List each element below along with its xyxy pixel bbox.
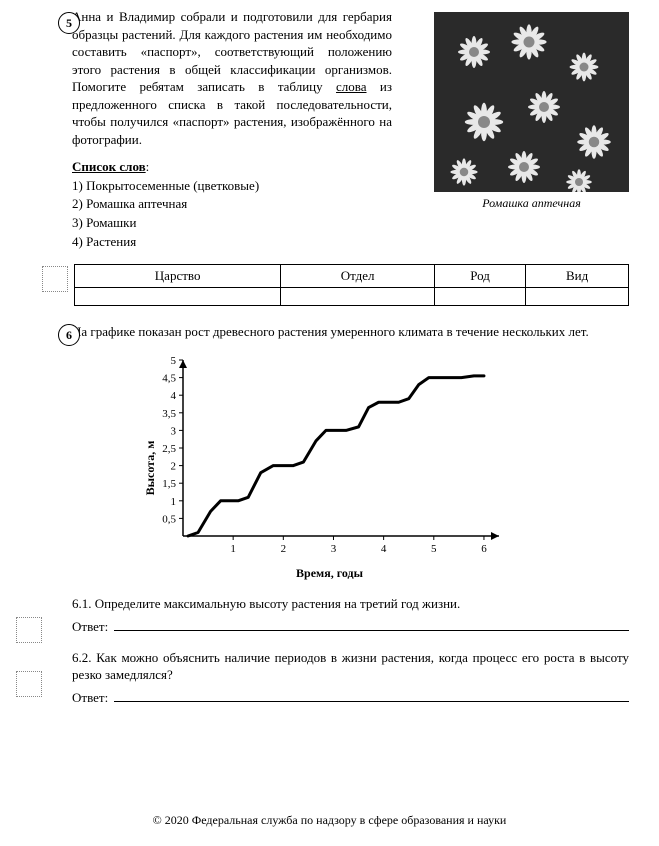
table-cell[interactable]: [526, 288, 629, 306]
answer-input-line[interactable]: [114, 690, 629, 702]
answer-box-6-1[interactable]: [16, 617, 42, 643]
svg-text:3: 3: [330, 543, 336, 555]
table-header: Отдел: [281, 265, 435, 288]
answer-label: Ответ:: [72, 619, 108, 635]
question-5-text: Анна и Владимир собрали и подготовили дл…: [72, 8, 392, 148]
q6-1-num: 6.1.: [72, 596, 92, 611]
chart-xlabel: Время, годы: [145, 566, 515, 581]
growth-chart-wrap: Высота, м 0,5 1 1,5 2 2,5 3 3,5 4 4,5 5 1 2 3 4 5 6 Вре…: [145, 354, 515, 581]
svg-text:4: 4: [380, 543, 386, 555]
passport-table: Царство Отдел Род Вид: [74, 264, 629, 306]
question-6-1: 6.1. Определите максимальную высоту раст…: [72, 595, 629, 635]
svg-text:1: 1: [230, 543, 236, 555]
word-list-title: Список слов: [72, 159, 146, 174]
q6-2-body: Как можно объяснить наличие периодов в ж…: [72, 650, 629, 683]
q6-2-text: 6.2. Как можно объяснить наличие периодо…: [72, 649, 629, 684]
table-cell[interactable]: [75, 288, 281, 306]
plant-figure: Ромашка аптечная: [434, 12, 629, 211]
svg-text:2: 2: [280, 543, 286, 555]
answer-line-6-1: Ответ:: [72, 619, 629, 635]
question-number-6: 6: [58, 324, 80, 346]
passport-table-wrap: Царство Отдел Род Вид: [42, 264, 629, 306]
growth-chart: 0,5 1 1,5 2 2,5 3 3,5 4 4,5 5 1 2 3 4 5 6: [145, 354, 505, 564]
question-6-text: На графике показан рост древесного расте…: [72, 324, 629, 340]
plant-caption: Ромашка аптечная: [434, 196, 629, 211]
chart-ylabel: Высота, м: [142, 440, 157, 495]
svg-text:6: 6: [481, 543, 487, 555]
svg-text:5: 5: [170, 355, 176, 367]
list-item: 3) Ромашки: [72, 214, 629, 232]
answer-box-5[interactable]: [42, 266, 68, 292]
table-header: Род: [434, 265, 525, 288]
page-footer: © 2020 Федеральная служба по надзору в с…: [0, 813, 659, 828]
answer-line-6-2: Ответ:: [72, 690, 629, 706]
q5-text-underline: слова: [336, 79, 367, 94]
table-header-row: Царство Отдел Род Вид: [75, 265, 629, 288]
svg-text:0,5: 0,5: [162, 514, 176, 526]
svg-text:4: 4: [170, 390, 176, 402]
question-6-2: 6.2. Как можно объяснить наличие периодо…: [72, 649, 629, 706]
svg-text:1,5: 1,5: [162, 478, 176, 490]
svg-text:1: 1: [170, 496, 176, 508]
answer-label: Ответ:: [72, 690, 108, 706]
q6-1-text: 6.1. Определите максимальную высоту раст…: [72, 595, 629, 613]
svg-text:3: 3: [170, 426, 176, 438]
answer-input-line[interactable]: [114, 619, 629, 631]
table-header: Царство: [75, 265, 281, 288]
list-item: 4) Растения: [72, 233, 629, 251]
table-cell[interactable]: [434, 288, 525, 306]
svg-text:2,5: 2,5: [162, 443, 176, 455]
q6-2-num: 6.2.: [72, 650, 92, 665]
question-6-block: 6 На графике показан рост древесного рас…: [30, 324, 629, 706]
question-number-5: 5: [58, 12, 80, 34]
q6-1-body: Определите максимальную высоту растения …: [95, 596, 461, 611]
colon: :: [146, 159, 150, 174]
table-header: Вид: [526, 265, 629, 288]
svg-text:4,5: 4,5: [162, 373, 176, 385]
svg-text:5: 5: [431, 543, 437, 555]
svg-text:2: 2: [170, 461, 176, 473]
table-input-row: [75, 288, 629, 306]
table-cell[interactable]: [281, 288, 435, 306]
question-5-block: 5 Анна и Владимир собрали и подготовили …: [30, 8, 629, 306]
svg-text:3,5: 3,5: [162, 408, 176, 420]
plant-photo: [434, 12, 629, 192]
answer-box-6-2[interactable]: [16, 671, 42, 697]
